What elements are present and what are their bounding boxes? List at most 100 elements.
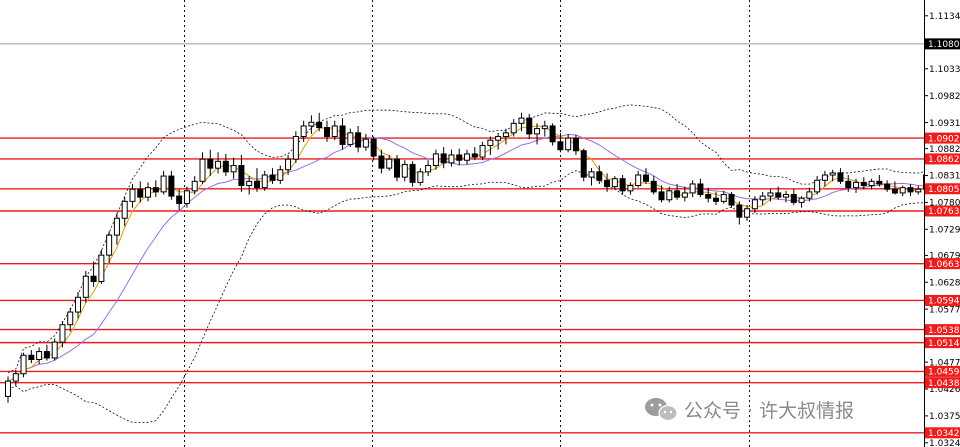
level-label-bg	[925, 377, 960, 389]
candle-body	[51, 341, 58, 359]
candle-body	[642, 174, 649, 182]
candle-body	[502, 132, 509, 138]
candle	[783, 190, 789, 203]
axis-tick-label: 1.10335	[929, 65, 960, 75]
level-label-bg	[925, 153, 960, 165]
level-label-bg	[925, 205, 960, 217]
candle	[12, 370, 19, 386]
candle-body	[90, 275, 97, 282]
candle-body	[549, 125, 556, 143]
watermark-text: 公众号 · 许大叔情报	[684, 400, 854, 422]
candle	[674, 183, 681, 200]
candle-body	[160, 175, 167, 193]
candle-body	[666, 190, 673, 201]
lower-band	[7, 170, 960, 423]
candle-body	[767, 192, 774, 197]
candle	[215, 152, 222, 174]
candle	[666, 186, 673, 203]
candle	[907, 183, 914, 197]
candle-body	[860, 181, 867, 187]
candle	[899, 185, 906, 197]
level-label: 1.04594	[928, 368, 960, 378]
axis-tick-label: 1.05775	[929, 305, 960, 315]
candle-body	[121, 200, 128, 219]
candle-body	[479, 144, 486, 158]
candle-body	[82, 275, 89, 298]
candle-body	[339, 125, 346, 145]
candle	[75, 292, 82, 319]
candle	[316, 112, 323, 132]
candle	[541, 120, 548, 137]
candle	[915, 185, 922, 195]
candle-body	[790, 194, 797, 203]
candle-body	[759, 195, 766, 201]
level-labels: 1.09020 1.08625 1.08059 1.07637 1.06638 1.059…	[925, 132, 960, 439]
candle	[199, 152, 206, 184]
current-price-label-bg	[925, 38, 960, 50]
candle	[487, 136, 494, 155]
candle	[565, 133, 572, 153]
candle-body	[674, 190, 681, 198]
candlestick-series	[5, 65, 960, 403]
level-label: 1.09020	[928, 134, 960, 144]
candle-body	[401, 163, 408, 178]
candle	[798, 196, 805, 208]
axis-tick-label: 1.09825	[929, 92, 960, 102]
candle-body	[751, 199, 758, 210]
candle-body	[798, 197, 805, 203]
candle	[331, 120, 338, 141]
candle	[98, 249, 105, 285]
candle	[238, 154, 245, 192]
candle	[370, 136, 377, 161]
candle	[611, 176, 618, 190]
candle-body	[471, 153, 478, 158]
candle	[106, 231, 113, 264]
candle	[36, 347, 43, 365]
candle	[417, 168, 424, 186]
candle	[176, 189, 183, 211]
candle	[378, 149, 385, 174]
candle-body	[417, 171, 424, 183]
candle	[292, 131, 299, 163]
candle	[549, 123, 556, 146]
candle	[697, 178, 704, 198]
axis-tick-label: 1.03750	[929, 412, 960, 422]
candle	[728, 191, 735, 208]
candle-body	[67, 311, 74, 326]
candle-body	[565, 137, 572, 151]
candle-body	[292, 136, 299, 160]
candle	[829, 169, 836, 182]
candle	[355, 125, 362, 153]
axis-tick-label: 1.03240	[929, 439, 960, 447]
candle	[432, 149, 439, 170]
candle-body	[12, 373, 19, 382]
candle	[876, 175, 883, 187]
candle-body	[596, 171, 603, 181]
candle-body	[230, 165, 237, 173]
candle	[479, 141, 486, 161]
candle	[845, 175, 852, 192]
candle	[736, 201, 743, 225]
candle	[183, 186, 190, 208]
candle	[448, 149, 455, 167]
candle-body	[59, 324, 66, 343]
candle	[394, 154, 400, 182]
level-label-bg	[925, 337, 960, 349]
candle-body	[619, 178, 626, 192]
candle-body	[246, 180, 253, 187]
level-label-bg	[925, 365, 960, 377]
axis-tick-label: 1.04770	[929, 358, 960, 368]
candle-body	[285, 158, 292, 171]
candle-body	[323, 127, 330, 138]
candle-body	[394, 158, 400, 178]
candle-body	[215, 160, 222, 169]
candle	[767, 189, 774, 202]
candle	[642, 168, 649, 184]
level-label: 1.08625	[928, 155, 960, 165]
candle-body	[495, 136, 502, 141]
candle-body	[611, 178, 618, 188]
candle	[440, 147, 447, 169]
candle-body	[308, 121, 315, 127]
